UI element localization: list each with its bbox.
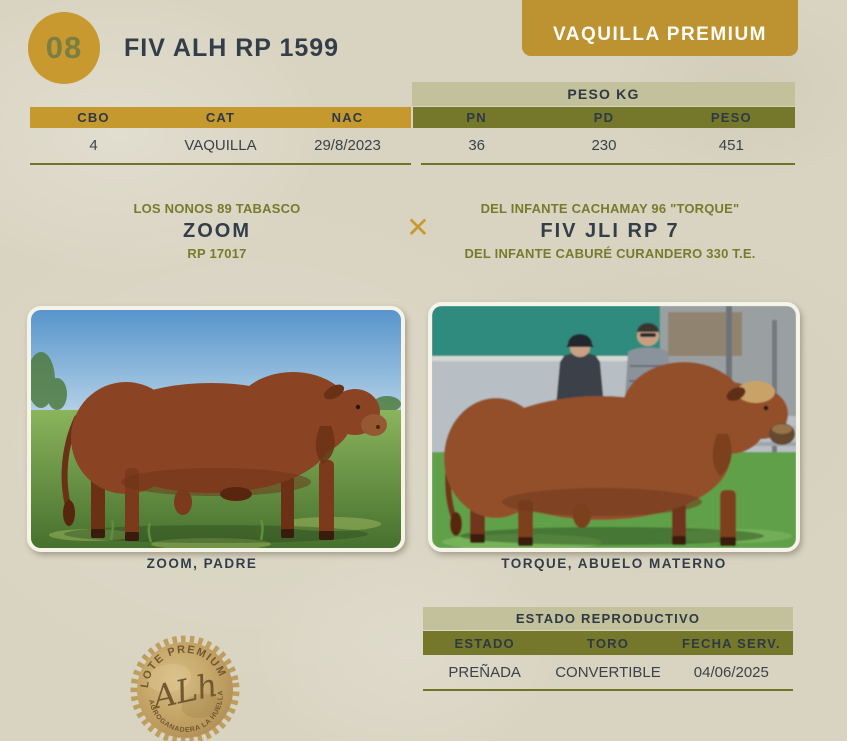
dam-name: FIV JLI RP 7 [540, 220, 680, 242]
repro-table-rule [423, 689, 793, 691]
info-table-row-left: 4 VAQUILLA 29/8/2023 [30, 129, 411, 162]
cross-icon: ✕ [406, 212, 430, 243]
grandsire-photo-caption: TORQUE, ABUELO MATERNO [501, 556, 727, 571]
value-cbo: 4 [89, 137, 98, 154]
dam-line1: DEL INFANTE CACHAMAY 96 "TORQUE" [480, 201, 740, 216]
repro-table-title: ESTADO REPRODUCTIVO [423, 607, 793, 630]
sire-photo-illustration [31, 310, 401, 548]
col-nac: NAC [331, 110, 364, 125]
col-pn: PN [466, 110, 487, 125]
trees [31, 352, 401, 412]
value-pd: 230 [591, 137, 617, 154]
col-toro: TORO [586, 635, 630, 651]
col-pd: PD [593, 110, 615, 125]
animal-title: FIV ALH RP 1599 [124, 34, 340, 62]
info-table-row-right: 36 230 451 [413, 129, 795, 162]
col-peso: PESO [710, 110, 752, 125]
repro-table-header: ESTADO TORO FECHA SERV. [423, 631, 793, 655]
col-estado: ESTADO [454, 635, 515, 651]
col-cbo: CBO [77, 110, 110, 125]
peso-kg-group-header: PESO KG [412, 82, 795, 106]
premium-seal-icon: LOTE PREMIUM ALh AGROGANADERA LA HUELLA [130, 635, 240, 741]
sire-pedigree: LOS NONOS 89 TABASCO ZOOM RP 17017 [67, 201, 367, 262]
category-banner: VAQUILLA PREMIUM [522, 0, 798, 56]
premium-seal: LOTE PREMIUM ALh AGROGANADERA LA HUELLA [123, 632, 247, 741]
show-bull-figure [444, 362, 795, 546]
dam-pedigree: DEL INFANTE CACHAMAY 96 "TORQUE" FIV JLI… [460, 201, 760, 262]
sire-name: ZOOM [183, 220, 251, 242]
lot-number: 08 [45, 30, 83, 65]
col-cat: CAT [205, 110, 236, 125]
sire-line2: RP 17017 [187, 246, 247, 261]
col-fecha-serv: FECHA SERV. [681, 635, 781, 651]
info-table-rule-left [30, 163, 411, 165]
info-table-header-left: CBO CAT NAC [30, 107, 411, 128]
bull-figure [61, 372, 387, 541]
value-fecha-serv: 04/06/2025 [693, 663, 769, 681]
sire-photo [27, 306, 405, 552]
info-table-rule-right [421, 163, 795, 165]
info-table-header-right: PN PD PESO [413, 107, 795, 128]
value-estado: PREÑADA [448, 663, 521, 681]
sire-photo-caption: ZOOM, PADRE [146, 556, 258, 571]
value-nac: 29/8/2023 [314, 137, 381, 154]
dam-line2: DEL INFANTE CABURÉ CURANDERO 330 T.E. [464, 246, 756, 261]
grandsire-photo-illustration [432, 306, 796, 548]
grandsire-photo [428, 302, 800, 552]
repro-table-row: PREÑADA CONVERTIBLE 04/06/2025 [423, 656, 793, 688]
sire-line1: LOS NONOS 89 TABASCO [133, 201, 301, 216]
value-peso: 451 [718, 137, 744, 154]
lot-number-badge: 08 [28, 12, 100, 84]
category-banner-label: VAQUILLA PREMIUM [553, 24, 767, 45]
value-cat: VAQUILLA [184, 137, 257, 154]
value-toro: CONVERTIBLE [555, 663, 661, 681]
value-pn: 36 [468, 137, 485, 154]
